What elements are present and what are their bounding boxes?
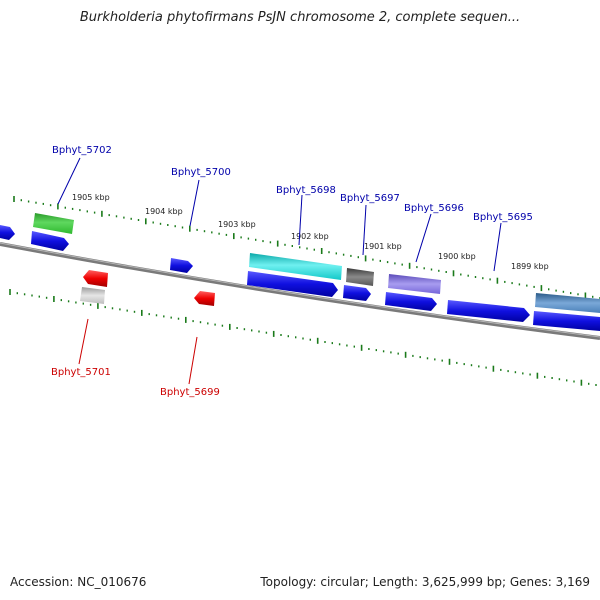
accession-text: Accession: NC_010676	[10, 575, 147, 589]
leader-bphyt-5698	[298, 194, 303, 246]
gene-label-bphyt-5702[interactable]: Bphyt_5702	[52, 145, 112, 156]
cds-blue-6[interactable]	[447, 300, 530, 322]
map-title: Burkholderia phytofirmans PsJN chromosom…	[79, 10, 521, 25]
gene-bphyt-5697[interactable]	[346, 268, 374, 286]
leader-bphyt-5699	[188, 336, 198, 385]
scale-label-1905: 1905 kbp	[72, 193, 110, 202]
gene-label-bphyt-5700[interactable]: Bphyt_5700	[171, 167, 231, 178]
gene-bphyt-5695[interactable]	[535, 293, 600, 313]
gene-label-bphyt-5698[interactable]: Bphyt_5698	[276, 185, 336, 196]
gene-label-bphyt-5697[interactable]: Bphyt_5697	[340, 193, 400, 204]
gene-bphyt-5701-gray[interactable]	[80, 287, 105, 304]
leader-bphyt-5701	[78, 318, 89, 365]
scale-ticks-top	[13, 196, 600, 299]
cds-blue-2[interactable]	[170, 258, 193, 273]
cds-blue-4[interactable]	[343, 285, 371, 301]
gene-bphyt-5702[interactable]	[33, 213, 74, 234]
chromosome-backbone	[0, 242, 600, 340]
leader-bphyt-5697	[362, 204, 367, 256]
gene-bphyt-5698[interactable]	[249, 253, 342, 280]
cds-blue-5[interactable]	[385, 292, 437, 311]
scale-label-1900: 1900 kbp	[438, 252, 476, 261]
cds-blue-3[interactable]	[247, 271, 338, 297]
leader-bphyt-5696	[415, 213, 432, 263]
scale-label-1899: 1899 kbp	[511, 262, 549, 271]
topology-text: Topology: circular; Length: 3,625,999 bp…	[260, 575, 590, 589]
scale-label-1902: 1902 kbp	[291, 232, 329, 241]
leader-bphyt-5702	[57, 157, 81, 205]
gene-bphyt-5699[interactable]	[194, 291, 215, 306]
scale-ticks-bottom	[9, 289, 597, 386]
gene-label-bphyt-5701[interactable]: Bphyt_5701	[51, 367, 111, 378]
gene-label-bphyt-5695[interactable]: Bphyt_5695	[473, 212, 533, 223]
leader-bphyt-5700	[189, 179, 200, 227]
cds-blue-1[interactable]	[31, 231, 69, 251]
gene-bphyt-5701-red[interactable]	[83, 270, 108, 287]
gene-bphyt-5696[interactable]	[388, 274, 441, 294]
cds-blue-7[interactable]	[533, 311, 600, 331]
gene-label-bphyt-5699[interactable]: Bphyt_5699	[160, 387, 220, 398]
cds-blue-0[interactable]	[0, 225, 15, 240]
leader-bphyt-5695	[493, 222, 502, 272]
scale-label-1901: 1901 kbp	[364, 242, 402, 251]
scale-label-1903: 1903 kbp	[218, 220, 256, 229]
scale-label-1904: 1904 kbp	[145, 207, 183, 216]
gene-label-bphyt-5696[interactable]: Bphyt_5696	[404, 203, 464, 214]
